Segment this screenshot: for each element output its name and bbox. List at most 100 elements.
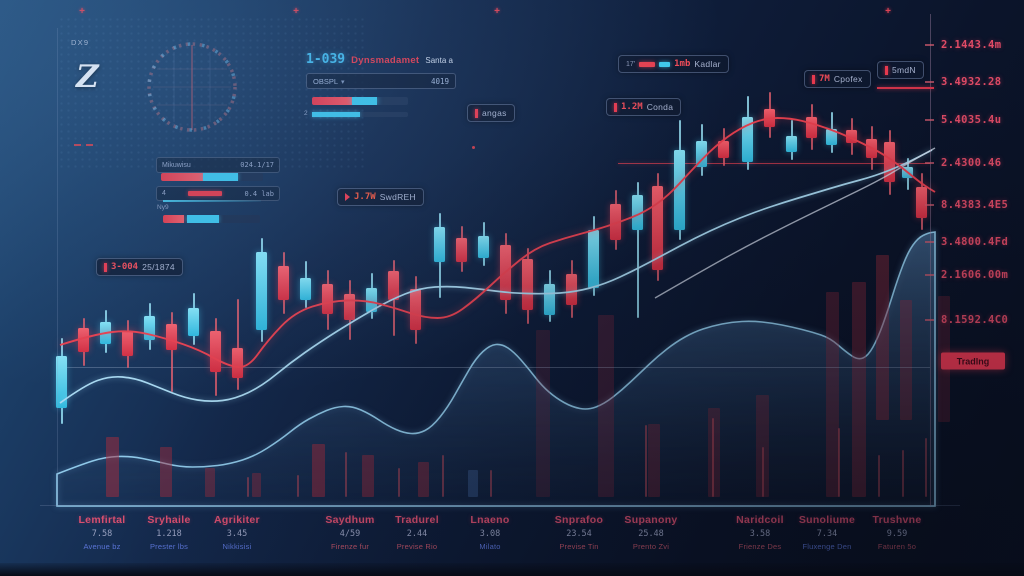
play-arrow-icon [345, 193, 350, 201]
reference-number: 3-004 [111, 262, 139, 272]
tick-dash-marker [74, 144, 81, 146]
cross-marker-icon: + [79, 6, 85, 17]
time-axis-column: Tradurel 2.44 Previse Rio [371, 514, 463, 551]
time-axis-value: 1.218 [156, 529, 182, 539]
time-axis-sublabel: Avenue bz [83, 542, 121, 551]
cpofex-badge[interactable]: 7M Cpofex [804, 70, 871, 88]
smdn-badge[interactable]: 5mdN [877, 61, 924, 79]
stats-subheading: Santa a [425, 56, 453, 65]
swdreh-label: SwdREH [379, 192, 416, 202]
indicator-bar-3-cyan [187, 215, 219, 223]
volume-bar [312, 444, 325, 497]
conda-badge[interactable]: 1.2M Conda [606, 98, 682, 116]
time-axis-sublabel: Nikkisisi [222, 542, 252, 551]
stats-panel: 1-039 Dynsmadamet Santa a OBSPL ▾ 4019 2 [304, 52, 456, 117]
cpofex-label: Cpofex [833, 74, 863, 84]
price-axis-label: 8.1592.4C0 [941, 314, 1009, 326]
tick-dash-marker [86, 144, 93, 146]
legend-label: Kadlar [694, 59, 721, 69]
volume-bar [106, 437, 119, 497]
symbol-dropdown[interactable]: OBSPL ▾ 4019 [306, 73, 456, 89]
time-axis-name: Naridcoil [736, 514, 784, 526]
stats-number: 1-039 [306, 52, 346, 67]
indicator-row-1[interactable]: Mikuwisu 024.1/17 [156, 157, 280, 173]
volume-bar [362, 455, 374, 497]
left-axis-line [57, 28, 58, 506]
indicator-row-2-value: 0.4 lab [244, 189, 274, 198]
angas-badge[interactable]: angas [467, 104, 515, 122]
time-axis-column: Lnaeno 3.08 Milato [444, 514, 536, 551]
legend-number: 1mb [674, 59, 691, 69]
price-axis-tick [925, 204, 934, 206]
stats-heading: Dynsmadamet [351, 55, 420, 66]
swdreh-badge[interactable]: J.7W SwdREH [337, 188, 424, 206]
cross-marker-icon: + [885, 6, 891, 17]
volume-bar [205, 468, 215, 497]
ratio-bar-cyan-segment [352, 97, 377, 105]
time-axis-name: Lnaeno [470, 514, 510, 526]
price-axis-label: 5.4035.4u [941, 114, 1002, 126]
progress-bar-fill [312, 112, 360, 117]
time-axis-name: Snprafoo [554, 514, 604, 526]
volume-spike [442, 455, 444, 497]
conda-label: Conda [646, 102, 674, 112]
time-axis-column: Snprafoo 23.54 Previse Tin [533, 514, 625, 551]
price-axis-label: 3.4800.4Fd [941, 236, 1009, 248]
time-axis-name: Trushvne [872, 514, 922, 526]
reference-badge[interactable]: 3-004 25/1874 [96, 258, 183, 276]
marker-bar-icon [475, 108, 478, 118]
time-axis-value: 23.54 [566, 529, 592, 539]
indicator-row-1-label: Mikuwisu [162, 161, 191, 169]
legend-red-swatch-icon [639, 61, 656, 67]
price-axis-label: 3.4932.28 [941, 76, 1002, 88]
stats-title: 1-039 Dynsmadamet Santa a [306, 52, 456, 67]
indicator-row-2[interactable]: 4 0.4 lab [156, 186, 280, 201]
chevron-down-icon: ▾ [341, 78, 345, 86]
marker-bar-icon [614, 102, 617, 112]
indicator-bar-3 [163, 215, 260, 223]
indicator-bar-1-cyan [203, 173, 238, 181]
indicator-row-2-label: 4 [162, 190, 166, 197]
current-price-tag[interactable]: Tradlng [941, 352, 1005, 370]
marker-bar-icon [104, 262, 107, 272]
time-axis-sublabel: Faturen 5o [877, 542, 917, 551]
time-axis-sublabel: Previse Tin [559, 542, 599, 551]
time-axis-sublabel: Frienze Des [738, 542, 782, 551]
price-axis-label: 8.4383.4E5 [941, 199, 1009, 211]
time-axis-column: Sunoliume 7.34 Fluxenge Den [781, 514, 873, 551]
volume-bar [648, 424, 660, 497]
volume-spike [247, 477, 249, 497]
time-axis-value: 9.59 [886, 529, 908, 539]
symbol-dropdown-label: OBSPL ▾ [313, 76, 345, 86]
price-axis-tick [925, 162, 934, 164]
volume-spike [490, 470, 492, 497]
time-axis-name: Saydhum [325, 514, 375, 526]
price-axis-label: 2.1606.00m [941, 269, 1009, 281]
ratio-bar [312, 97, 408, 105]
time-axis-sublabel: Prento Zvi [632, 542, 670, 551]
volume-spike [398, 468, 400, 497]
volume-bar [756, 395, 769, 497]
time-axis-column: Supanony 25.48 Prento Zvi [605, 514, 697, 551]
time-axis-column: Agrikiter 3.45 Nikkisisi [191, 514, 283, 551]
volume-bar [252, 473, 261, 497]
volume-spike [902, 450, 904, 497]
time-axis-value: 2.44 [406, 529, 428, 539]
indicator-row-1-value: 024.1/17 [240, 161, 274, 169]
legend-prefix: 17' [626, 60, 636, 68]
price-axis-tick [925, 241, 934, 243]
progress-bar: 2 [304, 110, 408, 117]
time-axis-value: 3.58 [749, 529, 771, 539]
time-axis-sublabel: Firenze fur [330, 542, 370, 551]
time-axis-column: Trushvne 9.59 Faturen 5o [851, 514, 943, 551]
time-axis-column: Lemfirtal 7.58 Avenue bz [56, 514, 148, 551]
time-axis-line [40, 505, 960, 506]
legend-badge[interactable]: 17' 1mb Kadlar [618, 55, 729, 73]
time-axis-column: Sryhaile 1.218 Prester lbs [123, 514, 215, 551]
angas-label: angas [482, 108, 507, 118]
bottom-edge-strip [0, 563, 1024, 576]
